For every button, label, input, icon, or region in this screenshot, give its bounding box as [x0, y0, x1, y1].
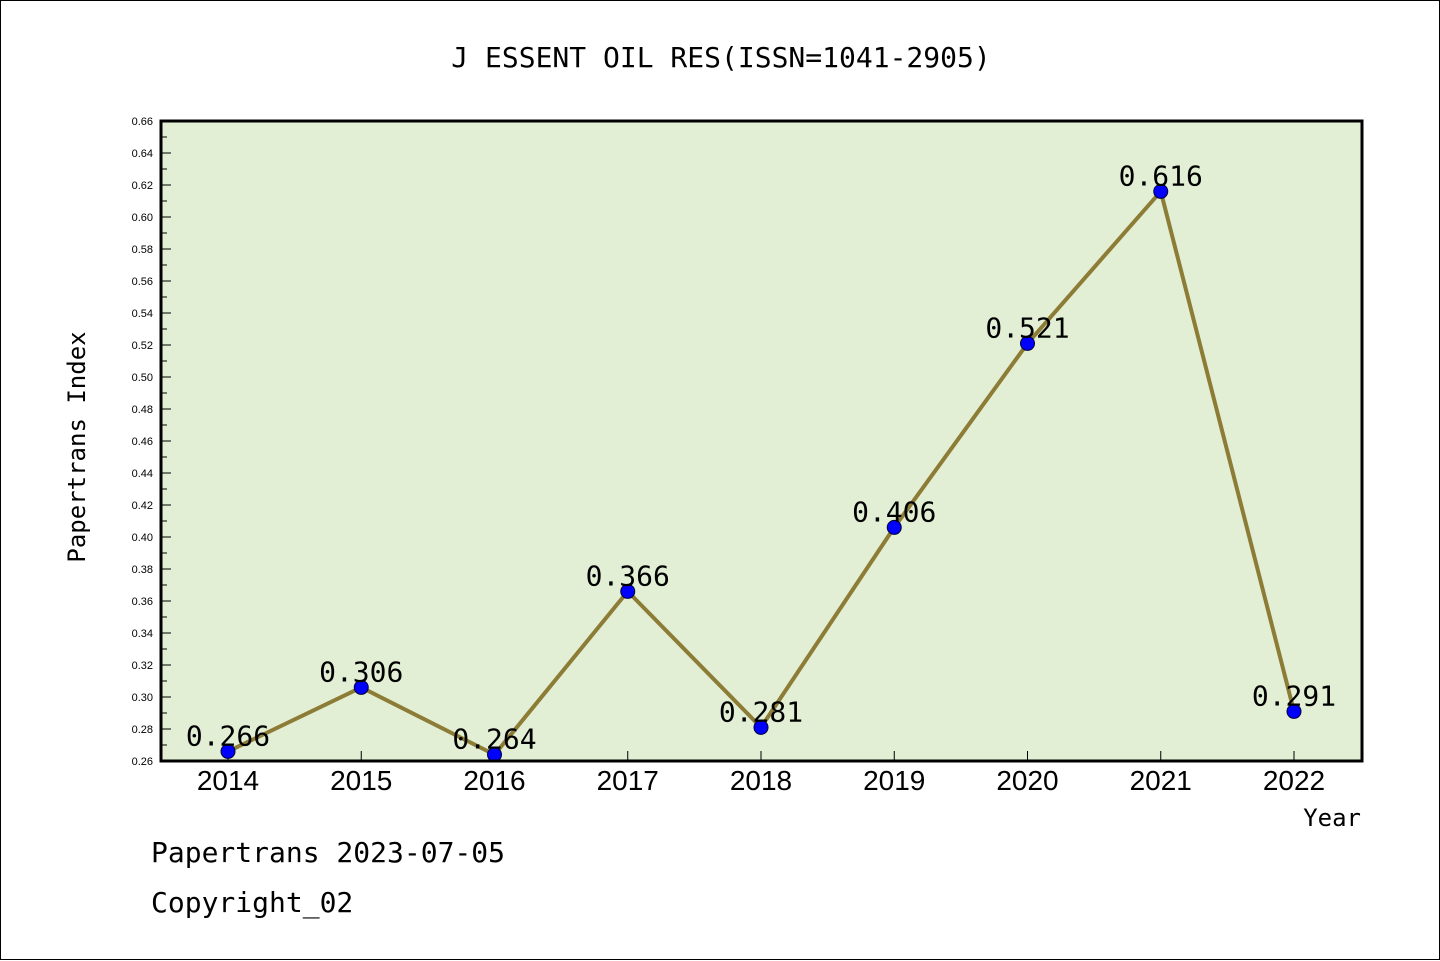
data-labels: 0.266 0.306 0.264 0.366 0.281 0.406 0.521 0.616…: [186, 159, 1336, 755]
data-label: 0.291: [1252, 679, 1336, 712]
y-tick-label: 0.40: [132, 532, 153, 544]
y-tick-label: 0.50: [132, 372, 153, 384]
y-tick-label: 0.56: [132, 276, 153, 288]
y-tick-label: 0.28: [132, 724, 153, 736]
y-tick-label: 0.64: [132, 148, 153, 160]
y-tick-label: 0.54: [132, 308, 153, 320]
data-label: 0.521: [985, 311, 1069, 344]
x-axis-label: Year: [1303, 804, 1361, 832]
data-point: [1286, 703, 1302, 719]
x-tick-label: 2021: [1130, 765, 1192, 796]
y-axis-label: Papertrans Index: [63, 331, 91, 562]
y-tick-label: 0.36: [132, 596, 153, 608]
x-tick-label: 2018: [730, 765, 792, 796]
data-point: [353, 679, 369, 695]
y-tick-label: 0.48: [132, 404, 153, 416]
x-axis-ticks: 2014 2015 2016 2017 2018 2019 2020 2021 2022: [197, 751, 1325, 796]
y-tick-label: 0.46: [132, 436, 153, 448]
data-point: [886, 519, 902, 535]
x-tick-label: 2016: [463, 765, 525, 796]
y-tick-label: 0.42: [132, 500, 153, 512]
data-point: [620, 583, 636, 599]
y-tick-label: 0.62: [132, 180, 153, 192]
data-label: 0.281: [719, 695, 803, 728]
data-markers: [220, 183, 1302, 763]
data-label: 0.406: [852, 495, 936, 528]
data-label: 0.264: [452, 723, 536, 756]
x-tick-label: 2015: [330, 765, 392, 796]
x-tick-label: 2022: [1263, 765, 1325, 796]
plot-frame: [159, 119, 1364, 763]
y-tick-label: 0.66: [132, 116, 153, 128]
chart-title: J ESSENT OIL RES(ISSN=1041-2905): [451, 41, 990, 74]
footer-copyright: Copyright_02: [151, 886, 354, 919]
plot-area: [161, 121, 1362, 761]
x-tick-label: 2020: [996, 765, 1058, 796]
data-label: 0.366: [586, 559, 670, 592]
y-tick-label: 0.60: [132, 212, 153, 224]
y-tick-label: 0.34: [132, 628, 153, 640]
footer-date: Papertrans 2023-07-05: [151, 836, 506, 869]
x-tick-label: 2019: [863, 765, 925, 796]
data-point: [1153, 183, 1169, 199]
x-tick-label: 2017: [597, 765, 659, 796]
y-axis-ticks: 0.26 0.28 0.30 0.32 0.34 0.36 0.38 0.40 0.42 0.44…: [132, 116, 171, 768]
y-tick-label: 0.52: [132, 340, 153, 352]
data-point: [220, 743, 236, 759]
data-point: [753, 719, 769, 735]
y-tick-label: 0.44: [132, 468, 153, 480]
y-tick-label: 0.30: [132, 692, 153, 704]
data-label: 0.266: [186, 719, 270, 752]
data-label: 0.306: [319, 655, 403, 688]
y-tick-label: 0.32: [132, 660, 153, 672]
y-tick-label: 0.58: [132, 244, 153, 256]
y-tick-label: 0.26: [132, 756, 153, 768]
y-tick-label: 0.38: [132, 564, 153, 576]
x-tick-label: 2014: [197, 765, 259, 796]
data-label: 0.616: [1119, 159, 1203, 192]
data-point: [1020, 335, 1035, 351]
